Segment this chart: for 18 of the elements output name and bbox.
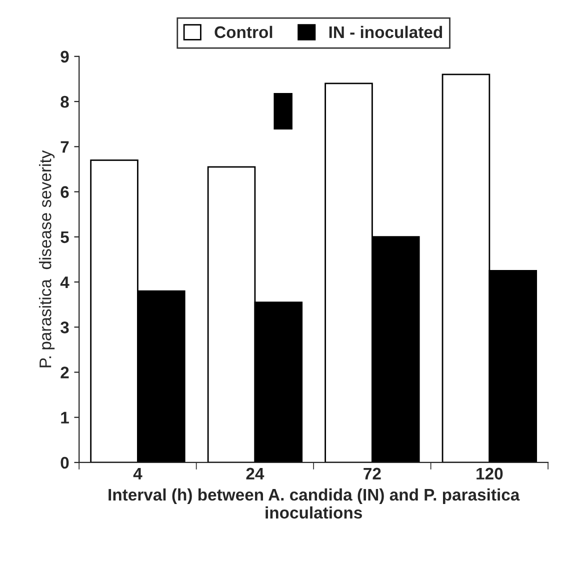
y-tick-label: 4 xyxy=(60,276,70,288)
legend-label: IN - inoculated xyxy=(329,26,442,38)
y-tick-label: 9 xyxy=(60,50,69,63)
x-tick-label: 120 xyxy=(476,468,503,480)
y-axis-title: P. parasitica disease severity xyxy=(39,150,55,368)
y-tick-label: 5 xyxy=(60,231,69,244)
y-tick-label: 3 xyxy=(60,322,69,334)
x-axis-title: Interval (h) between A. candida (IN) and P. parasitica inoculations xyxy=(108,488,520,519)
x-tick-label: 4 xyxy=(133,468,142,480)
y-tick-label: 7 xyxy=(60,141,69,153)
legend-label: Control xyxy=(214,26,272,38)
y-tick-label: 1 xyxy=(61,412,69,424)
y-tick-label: 6 xyxy=(60,186,69,198)
y-tick-label: 8 xyxy=(60,96,69,108)
y-tick-label: 0 xyxy=(60,456,69,469)
y-tick-label: 2 xyxy=(60,366,69,378)
x-tick-label: 24 xyxy=(246,468,264,480)
x-tick-label: 72 xyxy=(364,468,381,480)
